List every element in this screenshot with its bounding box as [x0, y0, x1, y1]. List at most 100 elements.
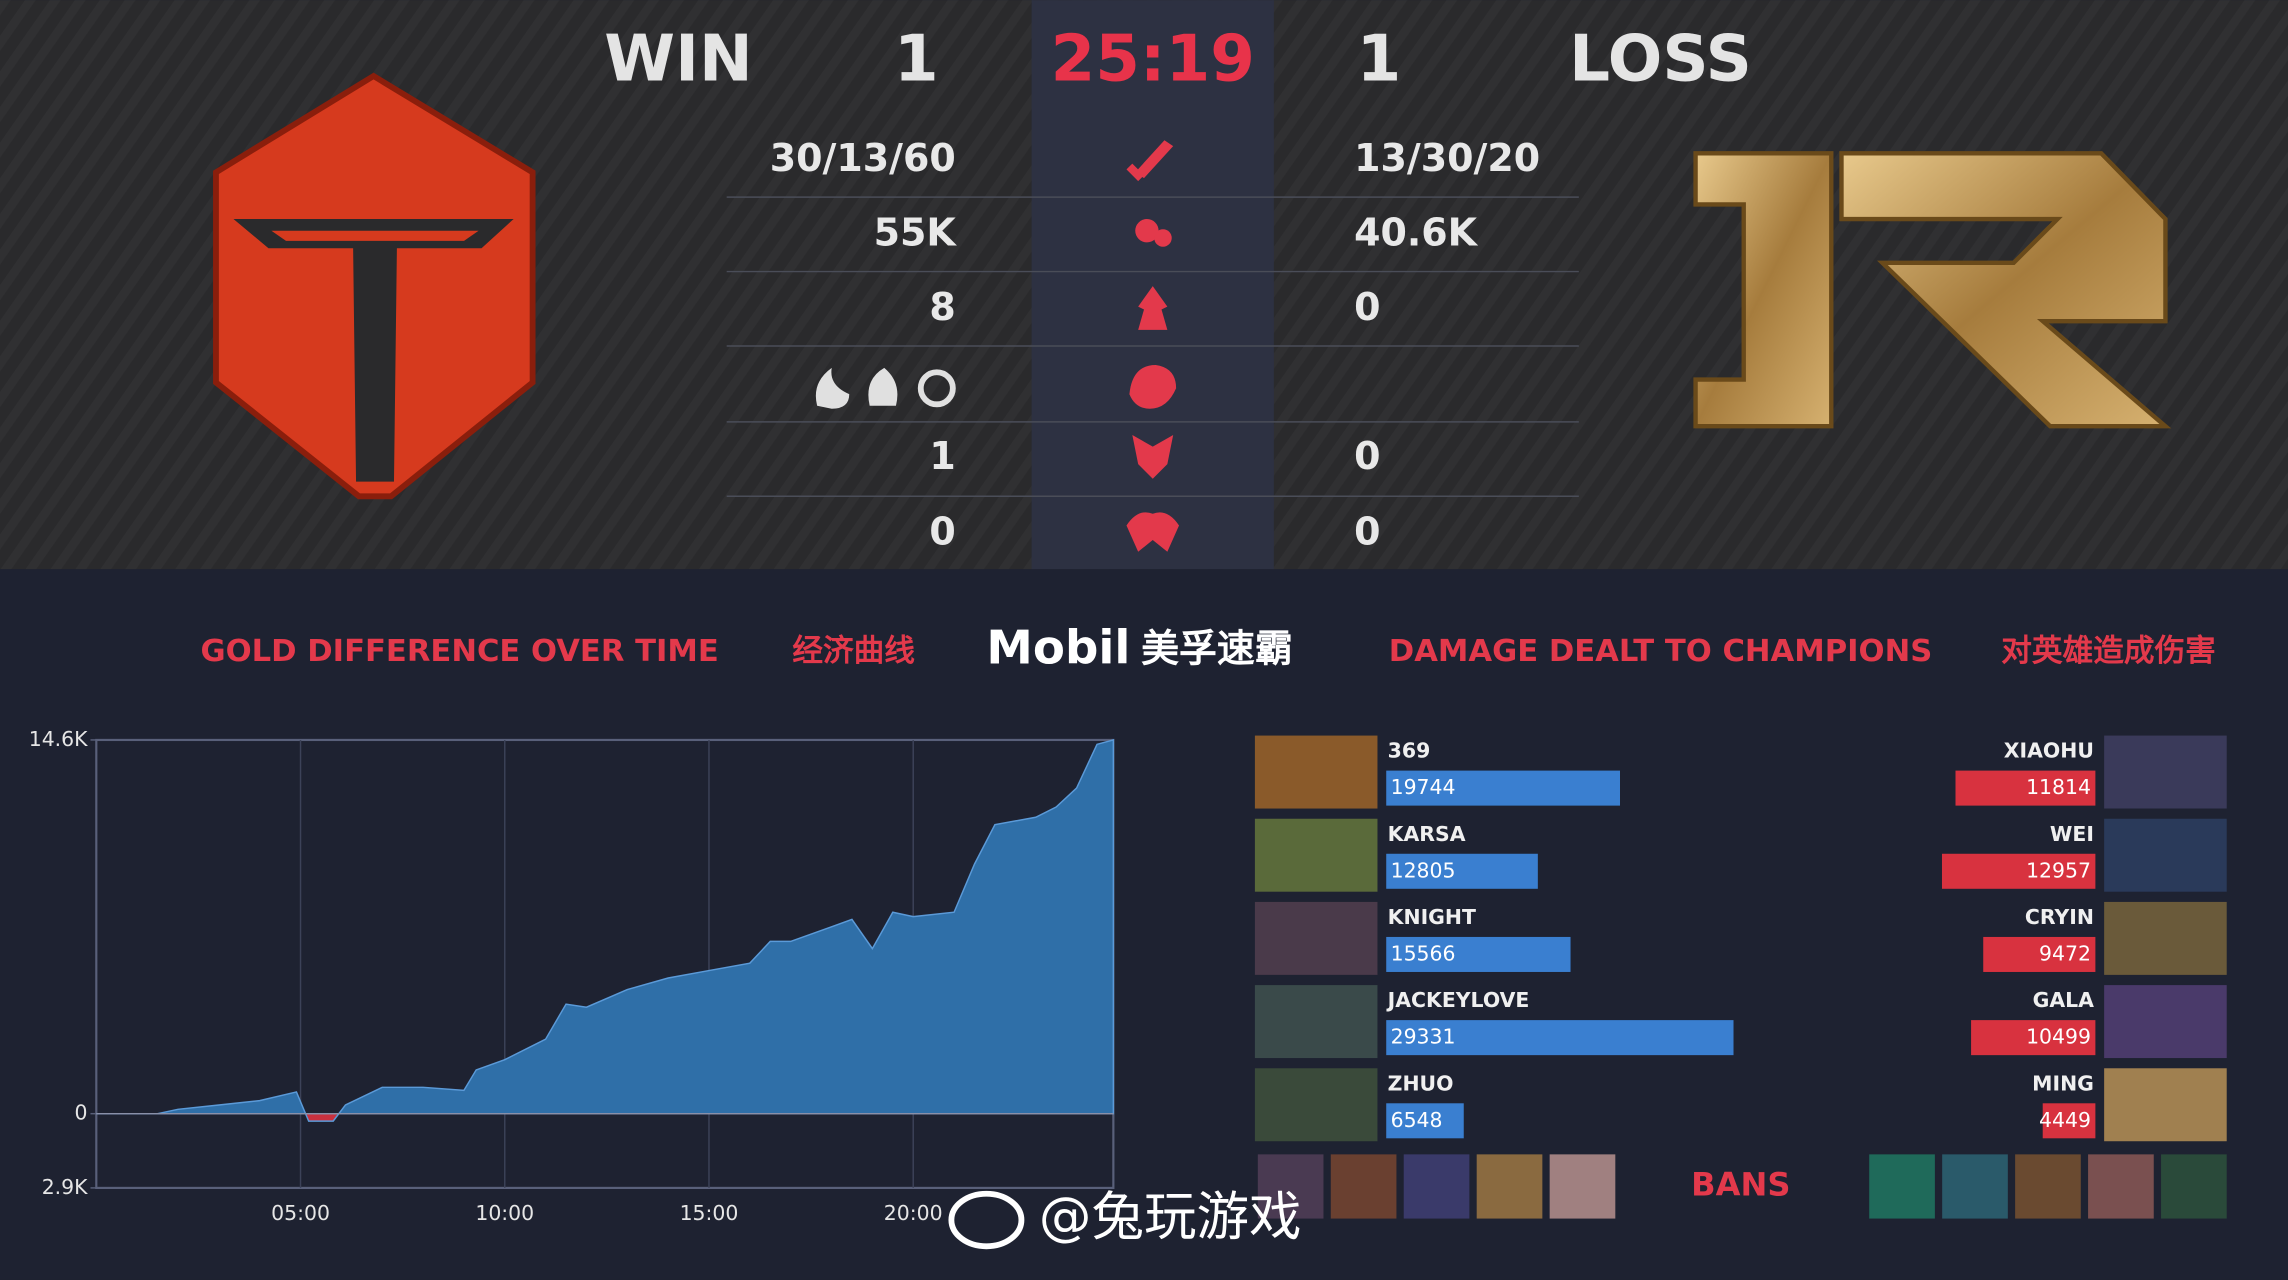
- bans-label: BANS: [1691, 1165, 1790, 1203]
- right-team-logo: [1693, 151, 2172, 429]
- y-tick-label: 14.6K: [29, 727, 88, 751]
- result-right: LOSS: [1569, 21, 1752, 96]
- mountain-icon: [868, 367, 898, 406]
- weibo-icon: [948, 1190, 1025, 1250]
- damage-bar: [1983, 936, 2096, 972]
- portrait: [1254, 1068, 1378, 1142]
- damage-title-cn: 对英雄造成伤害: [2001, 634, 2215, 669]
- damage-bar: [1386, 853, 1538, 889]
- player-name: GALA: [2033, 988, 2095, 1012]
- portrait: [1254, 818, 1378, 892]
- tower-icon: [1138, 286, 1168, 330]
- ban-portrait: [1476, 1154, 1543, 1219]
- gold-title: GOLD DIFFERENCE OVER TIME: [200, 634, 718, 669]
- portrait: [2104, 818, 2227, 892]
- damage-value: 4449: [2039, 1108, 2091, 1132]
- stat-right: 0: [1354, 285, 1380, 329]
- portrait: [1254, 985, 1378, 1059]
- portrait: [2104, 985, 2227, 1059]
- sponsor: Mobil: [986, 621, 1130, 675]
- ban-portrait: [1403, 1154, 1470, 1219]
- portrait: [2104, 735, 2227, 809]
- portrait: [1254, 735, 1378, 809]
- bans: [1257, 1154, 2227, 1219]
- dragon-icon: [1129, 364, 1177, 409]
- baron-icon: [1132, 434, 1174, 479]
- player-name: XIAOHU: [2004, 739, 2094, 763]
- damage-bar: [1971, 1020, 2096, 1056]
- portrait: [1254, 901, 1378, 975]
- player-name: JACKEYLOVE: [1386, 988, 1530, 1012]
- cloud-icon: [917, 369, 956, 408]
- ban-portrait: [1869, 1154, 1935, 1219]
- herald-icon: [1126, 512, 1180, 552]
- damage-value: 12805: [1391, 858, 1456, 882]
- stat-left: 55K: [874, 211, 958, 255]
- gold-area: [96, 739, 1115, 1122]
- y-tick-label: 0: [75, 1101, 88, 1125]
- portrait: [2104, 901, 2227, 975]
- ban-portrait: [1257, 1154, 1324, 1219]
- kills-icon: [1126, 140, 1174, 182]
- player-name: MING: [2032, 1071, 2094, 1095]
- ban-portrait: [2015, 1154, 2081, 1219]
- dragon-souls: [815, 367, 956, 409]
- damage-bar: [1386, 770, 1620, 806]
- damage-bar: [1941, 853, 2096, 889]
- damage-value: 10499: [2026, 1025, 2091, 1049]
- damage-bar: [1386, 1020, 1734, 1056]
- damage-bar: [1955, 770, 2096, 806]
- ban-portrait: [1330, 1154, 1397, 1219]
- stat-right: 0: [1354, 434, 1380, 478]
- score-left: 1: [894, 21, 939, 96]
- damage-value: 6548: [1391, 1108, 1443, 1132]
- x-tick-label: 05:00: [271, 1201, 330, 1225]
- player-name: KNIGHT: [1388, 905, 1476, 929]
- player-name: ZHUO: [1388, 1071, 1454, 1095]
- player-name: 369: [1388, 739, 1431, 763]
- damage-bar: [1386, 936, 1571, 972]
- stat-right: 0: [1354, 510, 1380, 554]
- stat-left: 30/13/60: [770, 136, 956, 180]
- result-left: WIN: [604, 21, 752, 96]
- stat-left: 8: [929, 285, 955, 329]
- infernal-icon: [815, 367, 850, 409]
- y-tick-label: 2.9K: [42, 1175, 88, 1199]
- damage-value: 11814: [2026, 775, 2091, 799]
- player-name: WEI: [2050, 822, 2094, 846]
- ban-portrait: [1549, 1154, 1616, 1219]
- x-tick-label: 15:00: [680, 1201, 739, 1225]
- damage-bar: [2042, 1103, 2096, 1139]
- score-right: 1: [1357, 21, 1402, 96]
- x-tick-label: 20:00: [884, 1201, 943, 1225]
- stat-left: 0: [929, 510, 955, 554]
- stat-right: 13/30/20: [1354, 136, 1540, 180]
- stat-right: 40.6K: [1354, 211, 1479, 255]
- left-team-logo: [213, 72, 536, 500]
- watermark-group: @兔玩游戏: [948, 1187, 1302, 1250]
- stat-left: 1: [929, 434, 955, 478]
- damage-bar: [1386, 1103, 1464, 1139]
- ban-portrait: [2161, 1154, 2227, 1219]
- sponsor-cn: 美孚速霸: [1141, 626, 1293, 670]
- damage-title: DAMAGE DEALT TO CHAMPIONS: [1389, 634, 1932, 669]
- damage-value: 29331: [1391, 1025, 1456, 1049]
- x-tick-label: 10:00: [475, 1201, 534, 1225]
- ban-portrait: [1942, 1154, 2008, 1219]
- damage-value: 9472: [2039, 941, 2091, 965]
- damage-value: 19744: [1391, 775, 1456, 799]
- watermark: @兔玩游戏: [1039, 1187, 1302, 1248]
- stat-icons: [1126, 140, 1180, 552]
- ban-portrait: [2088, 1154, 2154, 1219]
- damage-value: 15566: [1391, 941, 1456, 965]
- timer: 25:19: [1051, 21, 1255, 96]
- gold-title-cn: 经济曲线: [792, 634, 915, 669]
- player-name: KARSA: [1388, 822, 1466, 846]
- damage-value: 12957: [2026, 858, 2091, 882]
- gold-icon: [1135, 219, 1172, 247]
- player-name: CRYIN: [2025, 905, 2094, 929]
- portrait: [2104, 1068, 2227, 1142]
